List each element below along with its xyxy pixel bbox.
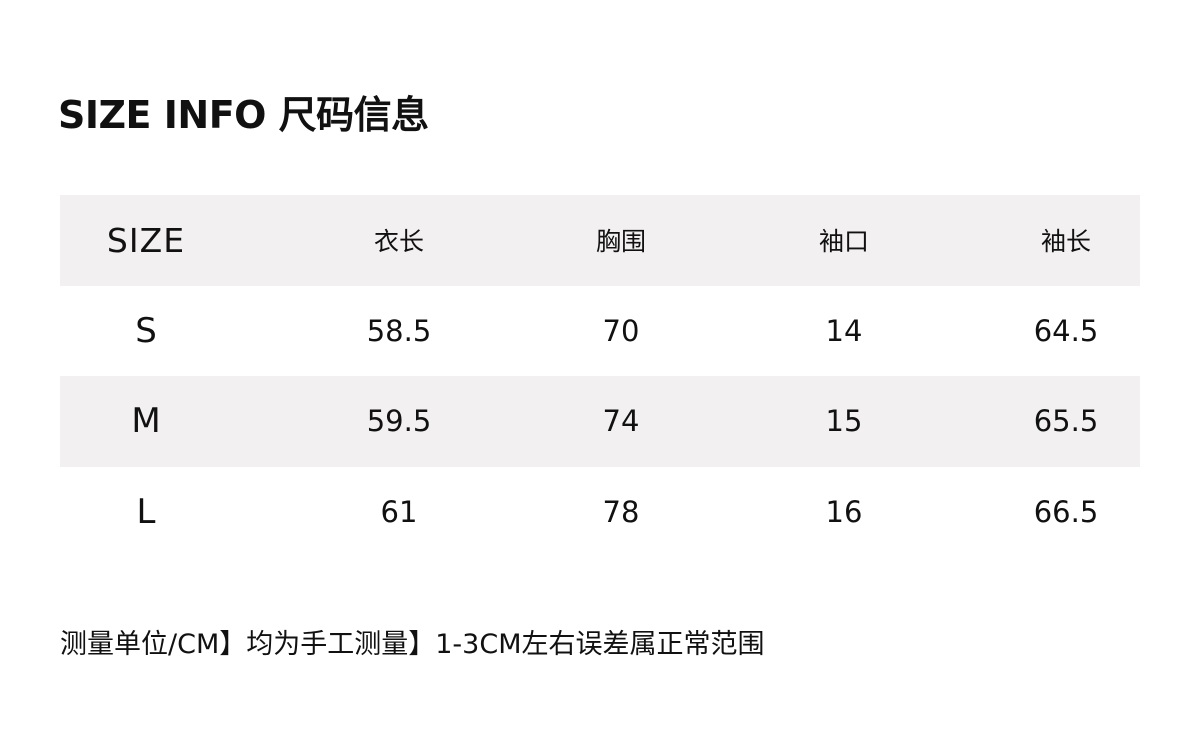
table-cell: 16 [825,494,863,529]
table-cell: 14 [825,313,863,348]
table-cell: 74 [602,404,640,439]
table-header-row: SIZE 衣长 胸围 袖口 袖长 [60,195,1140,286]
table-cell: 70 [602,313,640,348]
size-table: SIZE 衣长 胸围 袖口 袖长 S 58.5 70 14 64.5 M 59.… [60,195,1140,557]
table-row: L 61 78 16 66.5 [60,467,1140,558]
measurement-note: 测量单位/CM】均为手工测量】1-3CM左右误差属正常范围 [60,629,765,660]
header-size: SIZE [106,220,186,260]
table-row: M 59.5 74 15 65.5 [60,376,1140,467]
table-cell: 61 [380,494,418,529]
table-cell: 58.5 [366,313,432,348]
header-chest: 胸围 [595,227,647,257]
table-cell: 15 [825,404,863,439]
table-cell: 66.5 [1033,494,1099,529]
size-label: S [135,310,157,351]
header-cuff: 袖口 [818,227,870,257]
table-cell: 59.5 [366,404,432,439]
size-label: M [131,401,161,442]
size-label: L [136,491,156,532]
header-length: 衣长 [373,227,425,257]
table-cell: 65.5 [1033,404,1099,439]
table-row: S 58.5 70 14 64.5 [60,286,1140,377]
header-sleeve: 袖长 [1040,227,1092,257]
table-cell: 64.5 [1033,313,1099,348]
page-title: SIZE INFO 尺码信息 [58,93,429,137]
table-cell: 78 [602,494,640,529]
